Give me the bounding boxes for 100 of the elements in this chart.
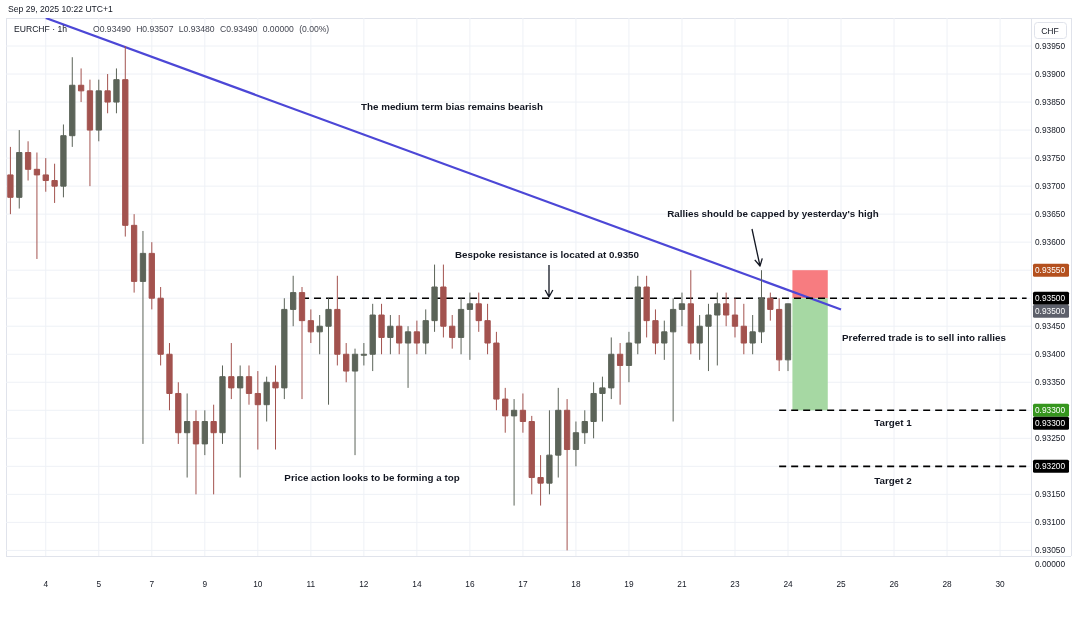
candlestick <box>493 331 500 411</box>
y-tick-label: 0.93900 <box>1035 69 1066 80</box>
candlestick <box>608 336 615 400</box>
candlestick <box>272 364 279 451</box>
y-tick-label: 0.93700 <box>1035 181 1066 192</box>
candlestick <box>678 292 686 327</box>
candlestick <box>555 387 562 479</box>
candlestick <box>413 320 421 355</box>
candlestick <box>263 376 270 422</box>
candlestick <box>705 303 712 372</box>
x-tick-label: 16 <box>465 579 475 589</box>
x-tick-label: 11 <box>306 579 316 589</box>
data-label: 0.93300 <box>1035 418 1066 429</box>
candlestick <box>740 303 747 355</box>
candlestick <box>669 297 677 422</box>
candlestick <box>228 342 235 400</box>
x-tick-label: 18 <box>571 579 581 589</box>
candlestick <box>431 264 438 333</box>
candlestick <box>369 303 376 372</box>
candlestick <box>307 308 314 344</box>
candlestick <box>387 314 394 355</box>
x-tick-label: 30 <box>995 579 1006 589</box>
candlestick <box>767 292 774 322</box>
candlestick <box>599 376 606 422</box>
candlestick <box>625 331 633 383</box>
candlestick <box>466 292 474 361</box>
y-tick-label: 0.93850 <box>1035 97 1066 108</box>
candlestick <box>183 392 191 479</box>
candlestick <box>510 398 518 507</box>
candlestick <box>563 398 571 551</box>
annotation: Target 2 <box>874 475 913 486</box>
x-tick-label: 21 <box>677 579 687 589</box>
x-tick-label: 17 <box>518 579 528 589</box>
annotation: Bespoke resistance is located at 0.9350 <box>454 249 640 260</box>
text: O0.93490 H0.93507 L0.93480 C0.93490 0.00000 (0.00%) <box>93 24 330 34</box>
candlestick <box>219 364 226 445</box>
text: Sep 29, 2025 10:22 UTC+1 <box>8 4 114 14</box>
text: 0.00000 <box>1035 559 1066 569</box>
candlestick <box>86 79 94 187</box>
candlestick <box>537 454 544 507</box>
annotation: Rallies should be capped by yesterday's high <box>667 208 879 219</box>
y-tick-label: 0.93450 <box>1035 321 1066 332</box>
y-tick-label: 0.93050 <box>1035 545 1066 556</box>
annotation: The medium term bias remains bearish <box>361 101 543 112</box>
candlestick <box>590 381 597 439</box>
x-tick-label: 10 <box>253 579 263 589</box>
candlestick <box>245 364 253 406</box>
x-tick-label: 7 <box>149 579 155 589</box>
y-axis-title: CHF <box>1041 25 1059 36</box>
candlestick <box>69 56 76 148</box>
candlestick <box>652 308 659 355</box>
candlestick <box>60 123 67 198</box>
candlestick <box>122 45 129 238</box>
x-tick-label: 19 <box>624 579 634 589</box>
y-tick-label: 0.93350 <box>1035 377 1066 388</box>
candlestick <box>334 275 341 366</box>
candlestick <box>440 264 447 338</box>
candlestick <box>281 297 288 400</box>
candlestick <box>210 404 217 495</box>
annotation: Price action looks to be forming a top <box>284 472 460 483</box>
candlestick <box>24 140 32 182</box>
x-tick-label: 4 <box>43 579 49 589</box>
candlestick <box>148 241 155 310</box>
candlestick <box>714 292 721 366</box>
candlestick <box>16 129 23 210</box>
candlestick <box>77 67 85 103</box>
candlestick <box>634 275 641 355</box>
candlestick <box>422 308 429 355</box>
x-tick-label: 14 <box>412 579 422 589</box>
x-tick-label: 9 <box>202 579 208 589</box>
candlestick <box>784 303 792 372</box>
candlestick <box>475 292 482 333</box>
annotation: 0.93500 <box>1035 306 1066 317</box>
candlestick <box>643 275 650 338</box>
x-tick-label: 25 <box>836 579 847 589</box>
candlestick <box>776 297 783 372</box>
y-tick-label: 0.93400 <box>1035 349 1066 360</box>
candlestick <box>343 342 350 383</box>
candlestick <box>572 421 580 467</box>
x-tick-label: 26 <box>889 579 900 589</box>
x-tick-label: 28 <box>942 579 953 589</box>
y-tick-label: 0.93250 <box>1035 433 1066 444</box>
candlestick <box>51 163 58 204</box>
candlestick <box>166 342 173 411</box>
candlestick <box>723 292 730 327</box>
candlestick <box>731 297 739 338</box>
candlestick <box>449 314 456 350</box>
candlestick <box>687 269 694 355</box>
candlestick <box>351 348 359 456</box>
candlestick <box>404 325 412 389</box>
candlestick <box>104 73 111 114</box>
candlestick <box>484 303 491 355</box>
candlestick <box>95 79 102 142</box>
y-tick-label: 0.93650 <box>1035 209 1066 220</box>
candlestick <box>519 392 527 434</box>
candlestick <box>325 297 332 406</box>
candlestick <box>360 342 368 366</box>
candlestick <box>378 303 385 355</box>
candlestick <box>175 381 182 445</box>
candlestick <box>113 67 120 114</box>
